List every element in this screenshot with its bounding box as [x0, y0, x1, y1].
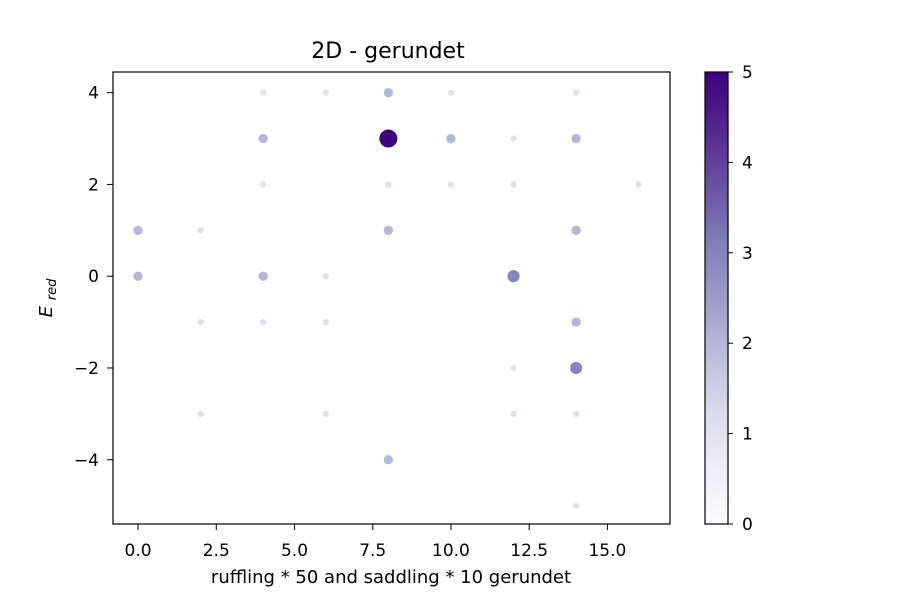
- scatter-point-28: [510, 364, 517, 372]
- x-axis-tick-label-4: 7.5: [359, 541, 386, 561]
- colorbar-tick-label-5: 1: [742, 425, 753, 445]
- y-axis: 4 2 0 −2 −4: [74, 84, 113, 471]
- colorbar: [704, 71, 729, 525]
- scatter-point-17: [197, 227, 204, 234]
- scatter-point-35: [572, 502, 580, 509]
- scatter-point-23: [507, 270, 520, 283]
- y-axis-tick-label-1: 4: [88, 84, 99, 104]
- scatter-point-3: [383, 87, 394, 98]
- scatter-point-22: [322, 273, 329, 280]
- x-axis-tick-label-7: 15.0: [588, 541, 626, 561]
- scatter-point-6: [258, 133, 268, 144]
- x-axis-label: ruffling * 50 and saddling * 10 gerundet: [211, 567, 571, 588]
- scatter-point-30: [197, 410, 204, 418]
- scatter-point-19: [571, 225, 581, 235]
- scatter-point-13: [447, 181, 455, 188]
- scatter-point-29: [570, 361, 583, 375]
- scatter-point-26: [322, 318, 329, 326]
- x-axis-tick-label-1: 0.0: [125, 541, 152, 561]
- y-axis-tick-label-4: −2: [74, 359, 99, 379]
- scatter-point-9: [510, 135, 517, 142]
- scatter-point-5: [572, 89, 580, 96]
- y-axis-tick-label-2: 2: [88, 175, 99, 195]
- scatter-point-24: [197, 318, 204, 326]
- y-axis-label-subscript: red: [45, 278, 60, 300]
- scatter-point-34: [383, 455, 394, 465]
- y-axis-label: E red: [36, 278, 60, 317]
- points-layer: [133, 87, 642, 509]
- scatter-point-1: [260, 89, 267, 96]
- x-axis-tick-label-6: 12.5: [510, 541, 548, 561]
- chart-title: 2D - gerundet: [311, 39, 465, 64]
- colorbar-tick-label-3: 3: [742, 244, 753, 264]
- scatter-point-32: [510, 410, 517, 418]
- y-axis-label-main: E: [36, 305, 57, 317]
- scatter-point-11: [260, 181, 267, 188]
- scatter-point-27: [571, 317, 581, 327]
- scatter-point-12: [385, 181, 392, 188]
- colorbar-tick-label-4: 2: [742, 334, 753, 354]
- colorbar-tick-label-2: 4: [742, 153, 753, 173]
- x-axis-tick-label-5: 10.0: [432, 541, 470, 561]
- scatter-point-20: [133, 271, 143, 281]
- x-axis-tick-label-2: 2.5: [203, 541, 230, 561]
- scatter-point-7: [379, 129, 398, 148]
- scatter-point-8: [446, 133, 456, 144]
- scatter-point-14: [510, 181, 517, 188]
- x-axis-tick-label-3: 5.0: [281, 541, 308, 561]
- scatter-point-2: [322, 89, 329, 96]
- scatter-point-18: [383, 225, 394, 235]
- plot-frame: [112, 71, 671, 525]
- scatter-point-25: [260, 318, 267, 326]
- y-axis-tick-label-5: −4: [74, 451, 99, 471]
- colorbar-ticks: 5 4 3 2 1 0: [728, 63, 753, 535]
- scatter-point-4: [447, 89, 455, 96]
- colorbar-tick-label-6: 0: [742, 515, 753, 535]
- y-axis-tick-label-3: 0: [88, 267, 99, 287]
- scatter-point-15: [635, 181, 642, 188]
- x-axis: 0.0 2.5 5.0 7.5 10.0 12.5 15.0: [125, 524, 626, 561]
- scatter-point-33: [572, 410, 580, 418]
- scatter-point-10: [571, 133, 581, 144]
- scatter-point-31: [322, 410, 329, 418]
- colorbar-tick-label-1: 5: [742, 63, 753, 83]
- scatter-point-16: [133, 225, 143, 235]
- scatter-point-21: [258, 271, 268, 281]
